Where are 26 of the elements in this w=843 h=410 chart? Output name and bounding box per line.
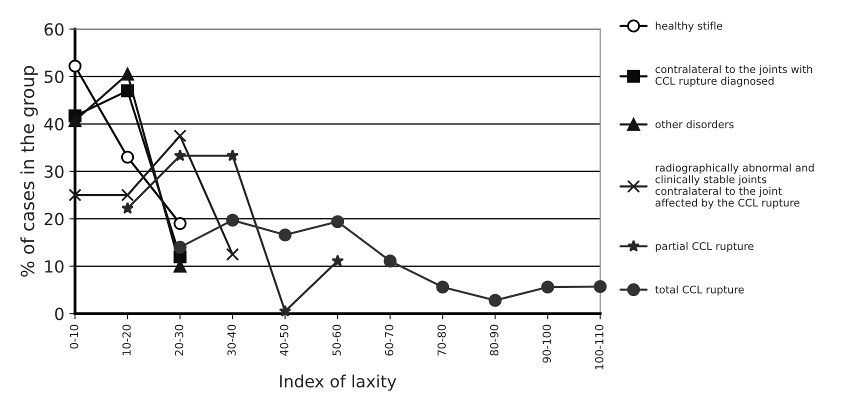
- legend-label: partial CCL rupture: [656, 242, 754, 252]
- x-tick-label: 80-90: [490, 324, 498, 356]
- y-tick-label: 40: [44, 118, 64, 131]
- x-axis-title: Index of laxity: [280, 374, 396, 391]
- x-tick-label: 60-70: [384, 324, 394, 356]
- x-tick-label: 40-50: [280, 324, 288, 356]
- legend-label: total CCL rupture: [655, 285, 744, 296]
- y-tick-label: 10: [45, 260, 64, 273]
- x-tick-label: 30-40: [227, 324, 236, 356]
- x-tick-label: 100-110: [595, 324, 604, 370]
- x-tick-label: 90-100: [542, 324, 551, 363]
- legend-label: other disorders: [656, 120, 734, 128]
- x-tick-label: 10-20: [122, 324, 131, 356]
- y-tick-label: 0: [55, 308, 64, 320]
- y-tick-label: 60: [44, 23, 64, 36]
- y-tick-label: 30: [44, 165, 64, 178]
- legend-label: radiographically abnormal and clinically stable joints contralateral to the joint affected by the CCL rupture: [656, 164, 814, 209]
- x-tick-label: 50-60: [332, 324, 341, 356]
- y-tick-label: 20: [44, 212, 64, 226]
- legend-label: healthy stifle: [656, 22, 722, 32]
- y-tick-label: 50: [44, 70, 64, 84]
- y-axis-title: % of cases in the group: [20, 66, 38, 277]
- x-tick-label: 0-10: [70, 324, 78, 349]
- legend-label: contralateral to the joints with CCL rupture diagnosed: [656, 65, 812, 87]
- x-tick-label: 70-80: [437, 324, 446, 356]
- x-tick-label: 20-30: [174, 324, 184, 356]
